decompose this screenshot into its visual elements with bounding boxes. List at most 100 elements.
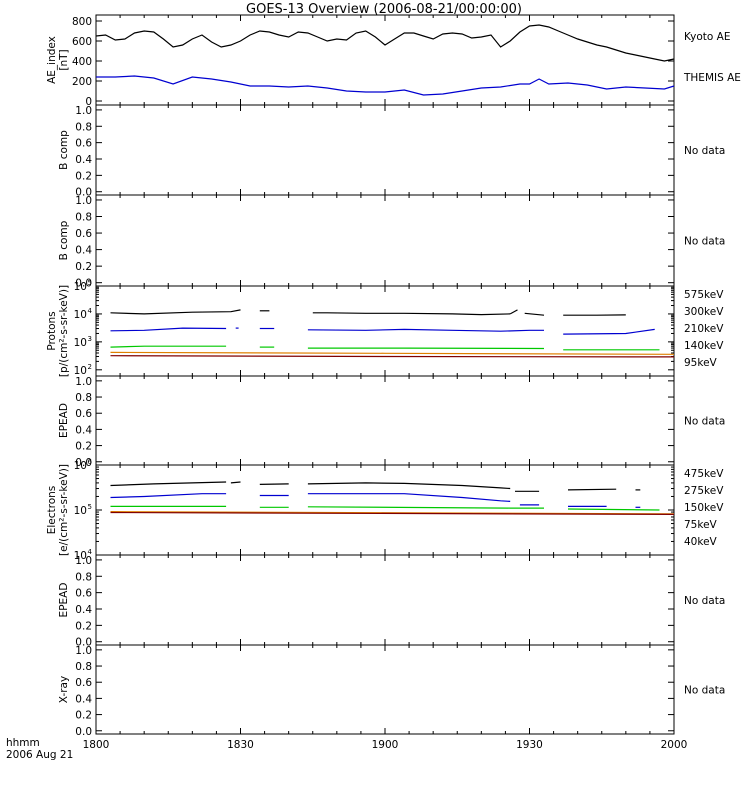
series-40kev-line bbox=[110, 481, 227, 487]
legend-label: No data bbox=[684, 595, 725, 607]
y-tick-label: 1.0 bbox=[75, 645, 92, 657]
panel-frame bbox=[95, 194, 675, 287]
y-tick-exponent: 5 bbox=[88, 503, 92, 511]
legend-label: 475keV bbox=[684, 468, 724, 480]
series-150kev-line bbox=[307, 506, 544, 509]
y-axis-label: AE_index bbox=[46, 36, 58, 84]
legend-label: Kyoto AE bbox=[684, 31, 730, 43]
y-tick-label: 10 bbox=[74, 460, 87, 472]
series-140kev-line bbox=[307, 328, 544, 332]
series-40kev-line bbox=[259, 483, 289, 485]
y-tick-label: 0.2 bbox=[75, 441, 92, 453]
y-tick-exponent: 4 bbox=[88, 548, 93, 556]
y-tick-label: 10 bbox=[74, 337, 87, 349]
y-tick-label: 0.0 bbox=[75, 637, 92, 649]
y-tick-label: 0.2 bbox=[75, 261, 92, 273]
legend-label: 140keV bbox=[684, 340, 724, 352]
legend-label: 210keV bbox=[684, 323, 724, 335]
legend-label: No data bbox=[684, 416, 725, 428]
series-75kev-line bbox=[307, 493, 511, 502]
y-axis-label: EPEAD bbox=[58, 403, 70, 438]
series-95kev-line bbox=[509, 309, 518, 315]
y-axis-label: Electrons bbox=[46, 486, 58, 535]
plot-title: GOES-13 Overview (2006-08-21/00:00:00) bbox=[246, 2, 522, 17]
y-tick-label: 0.0 bbox=[75, 726, 92, 738]
y-tick-label: 800 bbox=[72, 16, 92, 28]
y-tick-label: 10 bbox=[74, 281, 87, 293]
series-75kev-line bbox=[110, 493, 227, 499]
y-axis-label: [p/(cm²-s-sr-keV)] bbox=[58, 285, 70, 377]
y-tick-label: 0.6 bbox=[75, 408, 92, 420]
y-tick-exponent: 5 bbox=[88, 279, 92, 287]
y-tick-label: 0.2 bbox=[75, 710, 92, 722]
y-tick-label: 0.4 bbox=[75, 424, 92, 436]
y-tick-label: 10 bbox=[74, 365, 87, 377]
y-tick-label: 0.6 bbox=[75, 588, 92, 600]
x-tick-label: 2000 bbox=[661, 739, 688, 751]
x-axis: hhmm 2006 Aug 21 1800 1830 1900 1930 2000 bbox=[6, 737, 687, 761]
series-40kev-line bbox=[230, 481, 241, 484]
y-axis-label: Protons bbox=[46, 311, 58, 350]
panel-xray: 1.0 0.8 0.6 0.4 0.2 0.0 X-ray No data bbox=[58, 644, 725, 738]
series-150kev-line bbox=[567, 508, 660, 511]
series-40kev-line bbox=[567, 488, 617, 491]
y-tick-label: 0.8 bbox=[75, 392, 92, 404]
y-tick-label: 0.4 bbox=[75, 693, 92, 705]
y-axis-label: X-ray bbox=[58, 676, 70, 703]
y-tick-label: 1.0 bbox=[75, 195, 92, 207]
y-tick-label: 10 bbox=[74, 309, 87, 321]
y-tick-label: 10 bbox=[74, 505, 87, 517]
x-tick-label: 1800 bbox=[83, 739, 110, 751]
y-tick-exponent: 6 bbox=[88, 458, 93, 466]
x-corner-label-hhmm: hhmm bbox=[6, 737, 40, 749]
y-axis-label: B comp bbox=[58, 220, 70, 260]
y-tick-label: 0.8 bbox=[75, 661, 92, 673]
y-tick-label: 200 bbox=[72, 76, 92, 88]
panel-frame bbox=[95, 644, 675, 735]
y-tick-exponent: 4 bbox=[88, 307, 93, 315]
panels: 800 600 400 200 0 AE_index [nT] Kyoto AE THEMIS … bbox=[46, 14, 741, 738]
legend-label: THEMIS AE bbox=[683, 72, 741, 84]
legend-label: No data bbox=[684, 685, 725, 697]
legend-label: 150keV bbox=[684, 502, 724, 514]
y-tick-label: 0.8 bbox=[75, 121, 92, 133]
legend-label: 40keV bbox=[684, 536, 718, 548]
y-tick-label: 0.6 bbox=[75, 138, 92, 150]
y-tick-label: 400 bbox=[72, 56, 92, 68]
series-300kev-line bbox=[110, 351, 675, 355]
y-tick-label: 0 bbox=[85, 96, 92, 108]
panel-bcomp2: 1.0 0.8 0.6 0.4 0.2 0.0 B comp No data bbox=[58, 194, 725, 290]
y-tick-label: 0.2 bbox=[75, 170, 92, 182]
y-axis-label: [e/(cm²-s-sr-keV)] bbox=[58, 464, 70, 556]
series-40kev-line bbox=[307, 482, 511, 490]
y-tick-label: 600 bbox=[72, 36, 92, 48]
series-themis-ae-line bbox=[96, 75, 675, 96]
y-tick-label: 0.6 bbox=[75, 228, 92, 240]
x-tick-label: 1930 bbox=[516, 739, 543, 751]
panel-frame bbox=[95, 464, 675, 556]
legend-label: 95keV bbox=[684, 357, 718, 369]
panel-ae: 800 600 400 200 0 AE_index [nT] Kyoto AE THEMIS … bbox=[46, 14, 741, 108]
y-tick-label: 1.0 bbox=[75, 105, 92, 117]
y-tick-exponent: 3 bbox=[88, 335, 92, 343]
y-tick-label: 0.4 bbox=[75, 245, 92, 257]
series-210kev-line bbox=[110, 345, 227, 348]
series-kyoto-ae-line bbox=[95, 24, 675, 62]
panel-frame bbox=[95, 285, 675, 377]
legend-label: No data bbox=[684, 145, 725, 157]
series-475kev-line bbox=[110, 511, 675, 516]
panel-epead1: 1.0 0.8 0.6 0.4 0.2 0.0 EPEAD No data bbox=[58, 375, 725, 469]
series-140kev-line bbox=[110, 327, 227, 332]
panel-epead2: 1.0 0.8 0.6 0.4 0.2 0.0 EPEAD No data bbox=[58, 554, 725, 649]
y-tick-label: 0.6 bbox=[75, 677, 92, 689]
panel-bcomp1: 1.0 0.8 0.6 0.4 0.2 0.0 B comp No data bbox=[58, 104, 725, 199]
y-tick-label: 0.8 bbox=[75, 571, 92, 583]
series-95kev-line bbox=[524, 312, 545, 316]
x-corner-label-date: 2006 Aug 21 bbox=[6, 749, 73, 761]
legend-label: 300keV bbox=[684, 306, 724, 318]
panel-frame bbox=[95, 375, 675, 466]
y-tick-label: 0.4 bbox=[75, 604, 92, 616]
